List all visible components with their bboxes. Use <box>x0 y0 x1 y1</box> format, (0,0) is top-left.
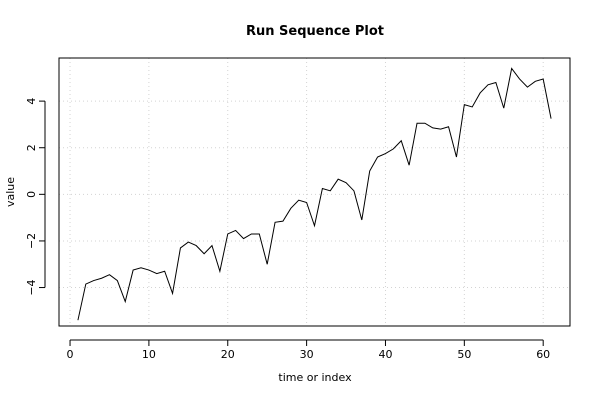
series-line <box>77 67 552 321</box>
x-tick-label: 20 <box>221 348 235 361</box>
x-tick-label: 30 <box>300 348 314 361</box>
x-tick-label: 60 <box>536 348 550 361</box>
x-tick-label: 50 <box>457 348 471 361</box>
y-tick-label: −4 <box>25 279 38 295</box>
x-axis: 0 10 20 30 40 50 60 <box>67 339 550 361</box>
x-axis-label: time or index <box>278 371 352 384</box>
y-tick-label: 2 <box>25 144 38 151</box>
y-tick-label: 0 <box>25 191 38 198</box>
y-axis: −4 −2 0 2 4 <box>25 98 46 296</box>
x-tick-label: 0 <box>67 348 74 361</box>
series-group <box>77 67 552 321</box>
chart-title: Run Sequence Plot <box>246 24 384 39</box>
y-axis-label: value <box>4 177 17 207</box>
x-tick-label: 40 <box>378 348 392 361</box>
grid <box>59 58 570 326</box>
plot-area-border <box>58 57 571 327</box>
y-tick-label: −2 <box>25 233 38 249</box>
x-tick-label: 10 <box>142 348 156 361</box>
y-tick-label: 4 <box>25 98 38 105</box>
